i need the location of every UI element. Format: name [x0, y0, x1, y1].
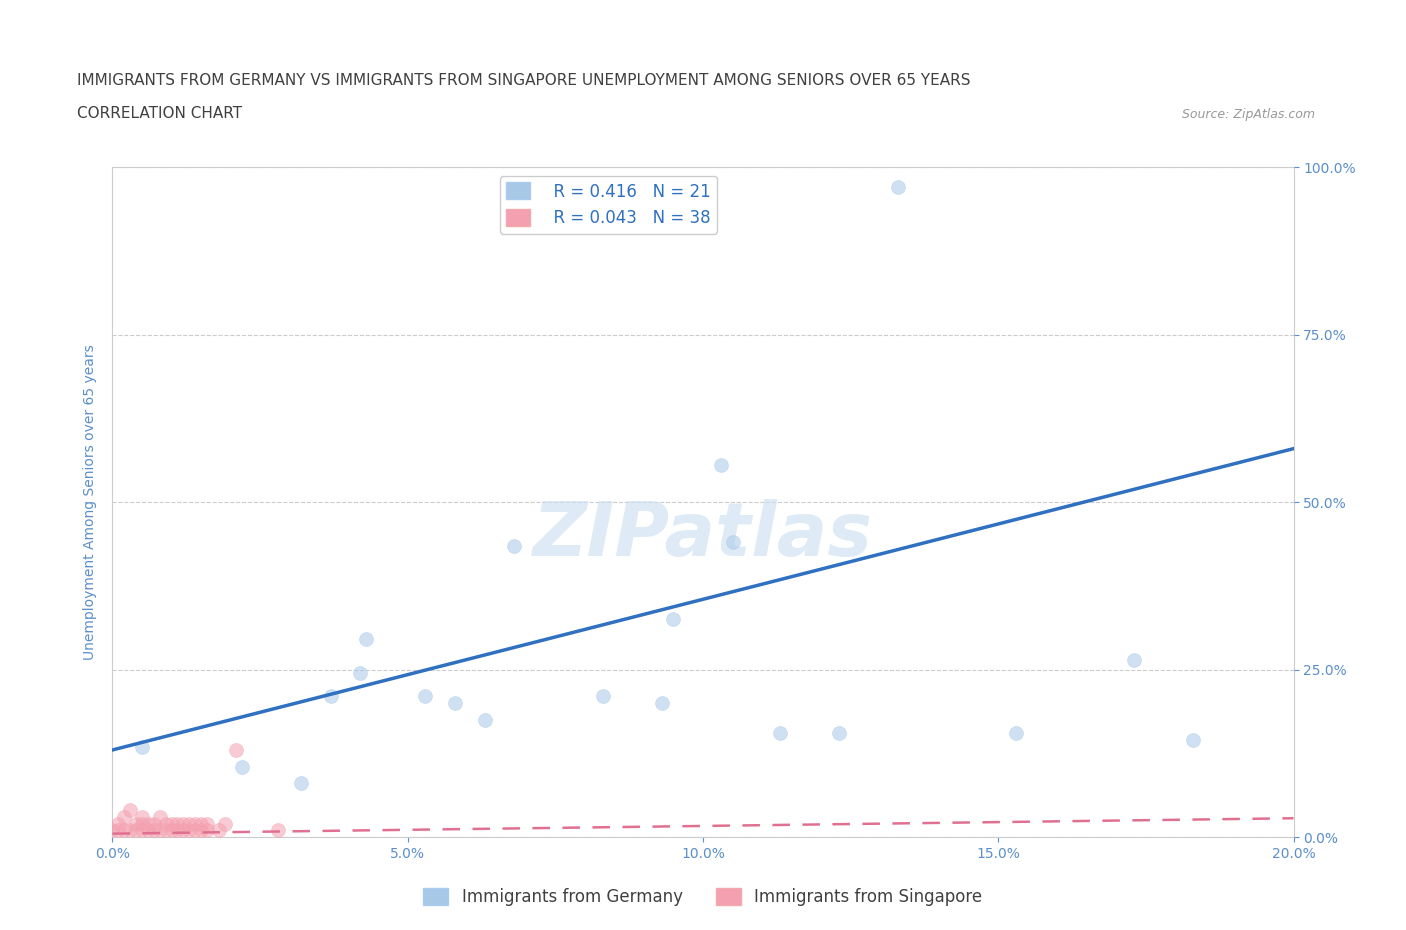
- Point: [1005, 725, 1028, 740]
- Point: [125, 817, 148, 831]
- Point: [190, 823, 212, 838]
- Point: [474, 712, 496, 727]
- Point: [356, 632, 378, 647]
- Point: [651, 696, 673, 711]
- Point: [214, 817, 236, 831]
- Point: [195, 817, 218, 831]
- Point: [503, 538, 526, 553]
- Point: [112, 823, 135, 838]
- Text: Source: ZipAtlas.com: Source: ZipAtlas.com: [1181, 108, 1315, 121]
- Point: [319, 689, 342, 704]
- Point: [184, 823, 207, 838]
- Point: [444, 696, 467, 711]
- Point: [136, 817, 159, 831]
- Point: [1182, 733, 1205, 748]
- Point: [101, 823, 124, 838]
- Point: [231, 759, 253, 774]
- Point: [120, 823, 142, 838]
- Point: [190, 817, 212, 831]
- Point: [662, 612, 685, 627]
- Point: [131, 823, 153, 838]
- Point: [208, 823, 231, 838]
- Point: [149, 823, 172, 838]
- Point: [225, 742, 247, 757]
- Point: [155, 817, 177, 831]
- Point: [195, 823, 218, 838]
- Point: [828, 725, 851, 740]
- Point: [160, 817, 183, 831]
- Point: [1123, 652, 1146, 667]
- Point: [710, 458, 733, 472]
- Point: [142, 823, 165, 838]
- Point: [107, 817, 129, 831]
- Point: [107, 823, 129, 838]
- Point: [131, 809, 153, 824]
- Y-axis label: Unemployment Among Seniors over 65 years: Unemployment Among Seniors over 65 years: [83, 344, 97, 660]
- Point: [721, 535, 744, 550]
- Legend:   R = 0.416   N = 21,   R = 0.043   N = 38: R = 0.416 N = 21, R = 0.043 N = 38: [499, 176, 717, 233]
- Point: [131, 817, 153, 831]
- Point: [131, 739, 153, 754]
- Point: [149, 809, 172, 824]
- Point: [136, 823, 159, 838]
- Point: [415, 689, 437, 704]
- Point: [142, 817, 165, 831]
- Point: [112, 809, 135, 824]
- Point: [166, 817, 188, 831]
- Point: [887, 180, 910, 195]
- Text: CORRELATION CHART: CORRELATION CHART: [77, 106, 242, 121]
- Point: [172, 823, 194, 838]
- Point: [592, 689, 614, 704]
- Point: [184, 817, 207, 831]
- Point: [179, 817, 201, 831]
- Point: [120, 803, 142, 817]
- Legend: Immigrants from Germany, Immigrants from Singapore: Immigrants from Germany, Immigrants from…: [416, 881, 990, 912]
- Point: [267, 823, 290, 838]
- Text: ZIPatlas: ZIPatlas: [533, 499, 873, 572]
- Point: [155, 823, 177, 838]
- Point: [166, 823, 188, 838]
- Point: [769, 725, 792, 740]
- Point: [179, 823, 201, 838]
- Text: IMMIGRANTS FROM GERMANY VS IMMIGRANTS FROM SINGAPORE UNEMPLOYMENT AMONG SENIORS : IMMIGRANTS FROM GERMANY VS IMMIGRANTS FR…: [77, 73, 970, 88]
- Point: [349, 666, 371, 681]
- Point: [172, 817, 194, 831]
- Point: [160, 823, 183, 838]
- Point: [290, 776, 312, 790]
- Point: [125, 823, 148, 838]
